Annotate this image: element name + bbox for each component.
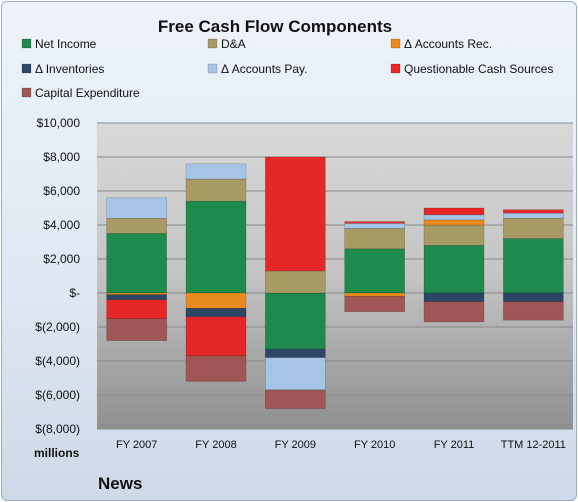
bar-segment: [423, 245, 485, 294]
bar-segment: [503, 292, 564, 302]
bar-segment: [185, 307, 247, 318]
x-tick-label: TTM 12-2011: [501, 439, 566, 451]
bar-segment: [265, 270, 326, 294]
bar-segment: [265, 348, 326, 358]
footer-label: News: [98, 474, 142, 493]
legend-label: Capital Expenditure: [35, 86, 140, 100]
bar-segment: [344, 228, 405, 250]
x-tick-label: FY 2007: [116, 439, 157, 451]
y-tick-label: $10,000: [37, 116, 81, 130]
bar-segment: [185, 178, 247, 202]
legend-swatch: [21, 63, 32, 74]
x-tick-label: FY 2011: [434, 439, 475, 451]
y-tick-label: $(2,000): [35, 320, 80, 334]
y-tick-label: $6,000: [43, 184, 80, 198]
legend-swatch: [390, 38, 401, 49]
bar-segment: [185, 163, 247, 180]
y-unit-label: millions: [34, 446, 80, 460]
y-tick-label: $8,000: [43, 150, 80, 164]
legend-label: Questionable Cash Sources: [404, 62, 553, 76]
bar-segment: [423, 301, 485, 323]
bar-segment: [423, 219, 485, 226]
bar-segment: [423, 224, 485, 246]
bar-segment: [106, 217, 167, 234]
legend-swatch: [207, 38, 218, 49]
legend-swatch: [21, 38, 32, 49]
bar-segment: [503, 238, 564, 294]
bar-segment: [344, 296, 405, 312]
x-tick-label: FY 2008: [195, 439, 236, 451]
bar-segment: [265, 292, 326, 350]
bar-segment: [503, 301, 564, 321]
legend-swatch: [390, 63, 401, 74]
legend-label: Net Income: [35, 37, 97, 51]
bar-segment: [503, 217, 564, 239]
y-axis: $10,000 $8,000 $6,000 $4,000 $2,000 $- $(2,000…: [35, 116, 80, 436]
x-axis: FY 2007 FY 2008 FY 2009 FY 2010 FY 2011 TTM 1…: [116, 439, 566, 451]
legend-label: Δ Inventories: [35, 62, 104, 76]
y-tick-label: $4,000: [43, 218, 80, 232]
y-tick-label: $-: [69, 286, 80, 300]
bar-segment: [106, 318, 167, 341]
bar-segment: [265, 389, 326, 409]
bar-segment: [503, 209, 564, 214]
legend-label: Δ Accounts Rec.: [404, 37, 492, 51]
legend-swatch: [21, 87, 32, 98]
bar-segment: [265, 156, 326, 272]
y-tick-label: $(6,000): [35, 388, 80, 402]
bar-segment: [185, 292, 247, 309]
x-tick-label: FY 2010: [354, 439, 395, 451]
legend-label: Δ Accounts Pay.: [221, 62, 308, 76]
legend: Net Income D&A Δ Accounts Rec. Δ Inventorie…: [21, 37, 553, 100]
bar-segment: [344, 223, 405, 229]
gridlines: [97, 122, 573, 430]
y-tick-label: $(4,000): [35, 354, 80, 368]
chart-title: Free Cash Flow Components: [158, 17, 392, 36]
bar-segment: [344, 248, 405, 294]
bar-segment: [344, 221, 405, 224]
legend-swatch: [207, 63, 218, 74]
x-tick-label: FY 2009: [275, 439, 316, 451]
y-tick-label: $2,000: [43, 252, 80, 266]
bars: [106, 156, 564, 409]
bar-segment: [503, 212, 564, 219]
y-tick-label: $(8,000): [35, 422, 80, 436]
legend-label: D&A: [221, 37, 246, 51]
bar-segment: [423, 207, 485, 216]
bar-segment: [106, 299, 167, 319]
bar-segment: [185, 316, 247, 357]
plot-area: [97, 123, 573, 429]
bar-segment: [106, 233, 167, 294]
bar-segment: [106, 294, 167, 301]
bar-segment: [185, 355, 247, 382]
bar-segment: [106, 197, 167, 219]
bar-segment: [265, 357, 326, 391]
bar-segment: [423, 292, 485, 302]
bar-segment: [423, 214, 485, 221]
bar-segment: [185, 200, 247, 294]
bar-segment: [344, 292, 405, 297]
